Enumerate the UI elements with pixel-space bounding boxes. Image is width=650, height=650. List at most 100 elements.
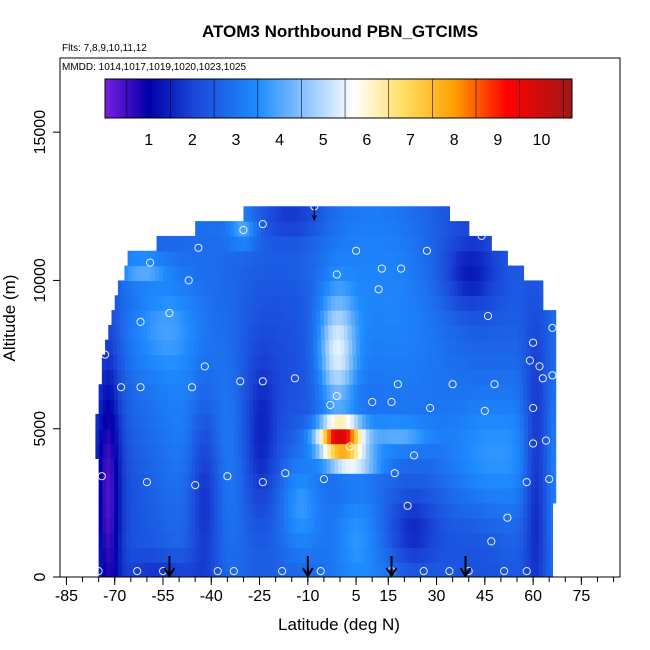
heatmap-cell [397,310,402,326]
heatmap-cell [484,384,490,400]
heatmap-cell [199,443,205,459]
heatmap-cell [232,339,237,356]
heatmap-cell [231,324,237,341]
heatmap-cell [341,458,347,474]
heatmap-cell [523,517,528,534]
heatmap-cell [245,562,250,577]
heatmap-cell [406,339,411,356]
heatmap-cell [380,502,386,519]
heatmap-cell [268,280,274,296]
heatmap-cell [179,354,184,370]
heatmap-cell [471,339,477,356]
heatmap-cell [388,532,393,548]
heatmap-cell [372,488,378,504]
heatmap-cell [546,488,552,504]
heatmap-cell [138,310,143,326]
heatmap-cell [388,235,393,252]
heatmap-cell [264,384,270,400]
heatmap-cell [304,310,310,326]
heatmap-cell [407,532,413,548]
heatmap-cell [218,517,223,534]
heatmap-cell [430,354,435,370]
heatmap-cell [172,443,178,459]
heatmap-cell [276,399,281,415]
heatmap-cell [255,265,261,282]
heatmap-cell [242,310,248,326]
heatmap-cell [237,517,243,534]
heatmap-cell [279,369,284,385]
heatmap-cell [445,354,451,370]
heatmap-cell [189,250,194,267]
heatmap-cell [475,339,481,356]
heatmap-cell [311,562,316,577]
heatmap-cell [226,547,231,563]
heatmap-cell [197,339,203,356]
takeoff-arrow [459,556,472,578]
heatmap-cell [419,502,424,519]
heatmap-cell [218,532,223,548]
heatmap-cell [141,532,146,548]
heatmap-cell [217,354,223,370]
heatmap-cell [535,295,541,311]
heatmap-cell [376,384,382,400]
heatmap-cell [153,428,158,445]
heatmap-cell [222,399,227,415]
heatmap-cell [226,443,232,459]
heatmap-cell [346,295,351,311]
heatmap-cell [198,369,203,385]
heatmap-cell [153,310,159,326]
heatmap-cell [226,562,231,577]
heatmap-cell [461,532,467,548]
heatmap-cell [368,517,374,534]
heatmap-cell [415,399,420,415]
heatmap-cell [218,384,223,400]
heatmap-cell [303,562,308,577]
heatmap-cell [419,399,424,415]
heatmap-cell [430,502,436,519]
heatmap-cell [291,517,297,534]
heatmap-cell [311,428,317,445]
heatmap-cell [527,413,533,430]
heatmap-cell [164,443,170,459]
heatmap-cell [496,399,501,415]
heatmap-cell [103,413,108,430]
heatmap-cell [471,265,477,282]
heatmap-cell [199,235,204,252]
heatmap-cell [492,488,498,504]
heatmap-cell [285,206,291,222]
heatmap-cell [385,295,390,311]
heatmap-cell [299,280,304,296]
heatmap-cell [164,384,169,400]
heatmap-cell [384,235,389,252]
heatmap-cell [462,428,467,445]
heatmap-cell [127,250,133,267]
heatmap-cell [199,502,204,519]
heatmap-cell [423,562,428,577]
heatmap-cell [436,324,442,341]
heatmap-cell [187,280,192,296]
heatmap-cell [461,473,467,489]
flight-point [477,231,486,240]
heatmap-cell [298,369,304,385]
heatmap-cell [161,295,166,311]
heatmap-cell [392,532,397,548]
heatmap-cell [491,354,497,370]
heatmap-cell [353,517,358,534]
heatmap-cell [357,221,362,237]
heatmap-cell [359,250,364,267]
flight-point [483,311,493,321]
heatmap-cell [288,295,293,311]
heatmap-cell [546,532,552,548]
heatmap-cell [448,265,454,282]
heatmap-cell [453,488,459,504]
heatmap-cell [444,339,450,356]
heatmap-cell [520,413,525,430]
heatmap-cell [191,295,197,311]
heatmap-cell [386,324,391,341]
heatmap-cell [136,369,142,385]
heatmap-cell [163,354,169,370]
heatmap-cell [459,324,465,341]
heatmap-cell [530,369,535,385]
heatmap-cell [469,473,474,489]
heatmap-cell [401,310,406,326]
